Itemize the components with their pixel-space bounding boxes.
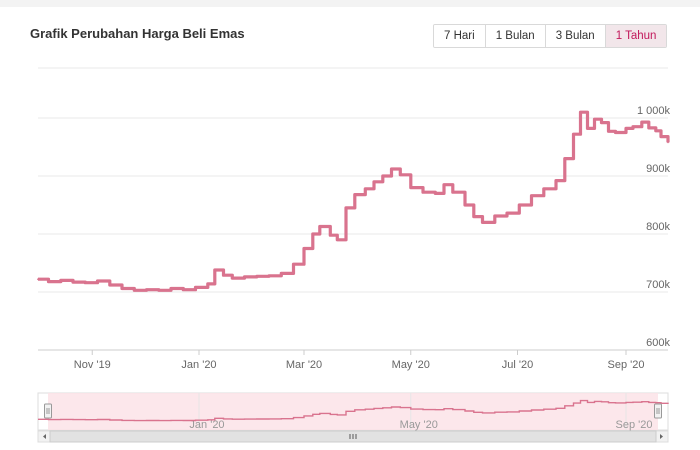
data-point	[654, 129, 657, 132]
data-point	[472, 215, 475, 218]
data-point	[667, 141, 669, 144]
range-button-1-tahun[interactable]: 1 Tahun	[605, 25, 667, 47]
data-point	[493, 215, 496, 217]
data-point	[647, 126, 650, 129]
navigator-handle-right[interactable]	[654, 403, 662, 419]
data-point	[434, 192, 437, 195]
data-point	[390, 168, 393, 170]
data-point	[311, 233, 314, 235]
data-point	[96, 280, 99, 282]
handle-grip	[44, 403, 52, 419]
data-point	[579, 111, 582, 114]
data-point	[243, 276, 246, 278]
data-point	[318, 225, 321, 228]
data-point	[660, 135, 662, 138]
chart-card: Grafik Perubahan Harga Beli Emas 7 Hari 1…	[0, 7, 700, 450]
data-point	[108, 284, 111, 286]
chart-title: Grafik Perubahan Harga Beli Emas	[30, 26, 245, 41]
data-point	[336, 238, 339, 241]
data-point	[443, 183, 445, 186]
data-point	[572, 133, 575, 136]
data-point	[170, 287, 172, 290]
x-tick-label: Jan '20	[181, 359, 216, 371]
data-point	[614, 131, 617, 134]
data-point	[625, 127, 627, 130]
data-point	[409, 186, 412, 189]
navigator-tick-label: Sep '20	[616, 419, 653, 431]
data-point	[303, 247, 305, 250]
data-point	[72, 281, 74, 284]
data-point	[133, 289, 136, 292]
data-point	[464, 204, 466, 206]
data-point	[451, 191, 454, 194]
data-point	[542, 187, 545, 190]
data-point	[222, 274, 225, 277]
data-point	[518, 204, 521, 206]
data-point	[157, 289, 160, 292]
data-point	[481, 221, 484, 224]
data-point	[506, 212, 508, 215]
data-point	[640, 121, 643, 123]
range-button-7-hari[interactable]: 7 Hari	[434, 25, 486, 47]
y-tick-label: 800k	[646, 221, 670, 233]
data-point	[563, 157, 566, 160]
data-point	[145, 288, 148, 291]
data-point	[364, 187, 367, 190]
data-point	[213, 269, 216, 271]
navigator-series-line	[38, 399, 669, 422]
y-tick-label: 1 000k	[637, 105, 671, 117]
data-point	[373, 180, 375, 183]
data-point	[353, 193, 356, 196]
x-tick-label: Sep '20	[608, 359, 645, 371]
data-point	[607, 130, 610, 133]
y-tick-label: 700k	[646, 279, 670, 291]
range-button-1-bulan[interactable]: 1 Bulan	[485, 25, 546, 47]
x-tick-label: Jul '20	[502, 359, 533, 371]
range-selector: 7 Hari 1 Bulan 3 Bulan 1 Tahun	[433, 24, 668, 48]
data-point	[194, 286, 197, 289]
y-tick-label: 600k	[646, 337, 670, 349]
data-point	[632, 125, 634, 128]
data-point	[231, 277, 234, 279]
data-point	[530, 194, 533, 197]
data-point	[59, 279, 62, 282]
data-point	[280, 272, 283, 275]
scroll-right-arrow-icon[interactable]	[660, 434, 663, 439]
x-tick-label: Nov '19	[74, 359, 111, 371]
data-point	[292, 263, 295, 266]
data-point	[600, 121, 603, 124]
range-button-3-bulan[interactable]: 3 Bulan	[545, 25, 606, 47]
data-point	[121, 287, 123, 290]
handle-grip	[654, 403, 662, 419]
data-point	[345, 207, 347, 209]
data-point	[84, 281, 87, 284]
x-tick-label: Mar '20	[286, 359, 322, 371]
navigator-tick-label: Jan '20	[189, 419, 224, 431]
data-point	[381, 175, 384, 177]
price-series-line[interactable]	[38, 110, 670, 292]
data-point	[255, 275, 258, 278]
data-point	[593, 118, 596, 121]
data-point	[586, 127, 589, 130]
data-point	[422, 191, 424, 194]
data-point	[47, 280, 50, 283]
data-point	[555, 179, 557, 182]
y-tick-label: 900k	[646, 163, 670, 175]
data-point	[37, 278, 39, 281]
navigator-handle-left[interactable]	[44, 403, 52, 419]
data-point	[399, 173, 402, 176]
x-tick-label: May '20	[392, 359, 430, 371]
data-point	[206, 282, 209, 285]
data-point	[268, 274, 270, 277]
navigator-tick-label: May '20	[400, 419, 438, 431]
scroll-left-arrow-icon[interactable]	[43, 434, 46, 439]
data-point	[329, 234, 332, 237]
data-point	[182, 288, 185, 291]
